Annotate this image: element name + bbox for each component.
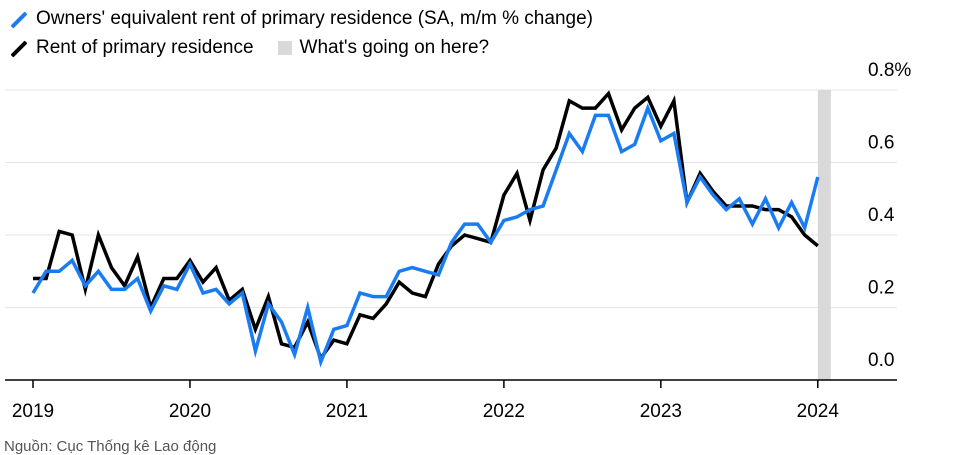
x-tick-label-0: 2019 bbox=[12, 401, 54, 422]
legend-label-rent: Rent of primary residence bbox=[36, 37, 254, 58]
x-tick-label-3: 2022 bbox=[483, 401, 525, 422]
legend-row-2: Rent of primary residence What's going o… bbox=[8, 33, 593, 62]
highlight-band bbox=[817, 90, 831, 380]
legend: Owners' equivalent rent of primary resid… bbox=[8, 4, 593, 62]
legend-item-rent: Rent of primary residence bbox=[8, 33, 254, 62]
y-tick-label-3: 0.6 bbox=[868, 133, 894, 154]
highlight-band-rect bbox=[817, 90, 831, 380]
source-note: Nguồn: Cục Thống kê Lao động bbox=[4, 438, 217, 455]
x-tick-label-2: 2021 bbox=[326, 401, 368, 422]
legend-item-highlight: What's going on here? bbox=[254, 33, 490, 62]
y-tick-label-1: 0.2 bbox=[868, 278, 894, 299]
legend-label-oer: Owners' equivalent rent of primary resid… bbox=[36, 8, 593, 29]
y-axis: 0.0 0.2 0.4 0.6 0.8% bbox=[868, 60, 911, 371]
x-tick-label-5: 2024 bbox=[797, 401, 840, 422]
y-tick-label-4: 0.8% bbox=[868, 60, 911, 81]
y-tick-label-0: 0.0 bbox=[868, 350, 894, 371]
series-lines bbox=[31, 90, 820, 368]
gray-box-swatch-icon bbox=[277, 40, 292, 55]
x-axis: 2019 2020 2021 2022 2023 2024 bbox=[5, 379, 897, 422]
legend-label-highlight: What's going on here? bbox=[299, 37, 490, 58]
series-line-0 bbox=[31, 103, 820, 368]
gridlines bbox=[5, 89, 897, 308]
y-tick-label-2: 0.4 bbox=[868, 205, 895, 226]
x-tick-label-1: 2020 bbox=[169, 401, 211, 422]
series-line-1 bbox=[33, 90, 819, 363]
legend-item-oer: Owners' equivalent rent of primary resid… bbox=[8, 4, 593, 33]
legend-row-1: Owners' equivalent rent of primary resid… bbox=[8, 4, 593, 33]
x-tick-label-4: 2023 bbox=[640, 401, 682, 422]
